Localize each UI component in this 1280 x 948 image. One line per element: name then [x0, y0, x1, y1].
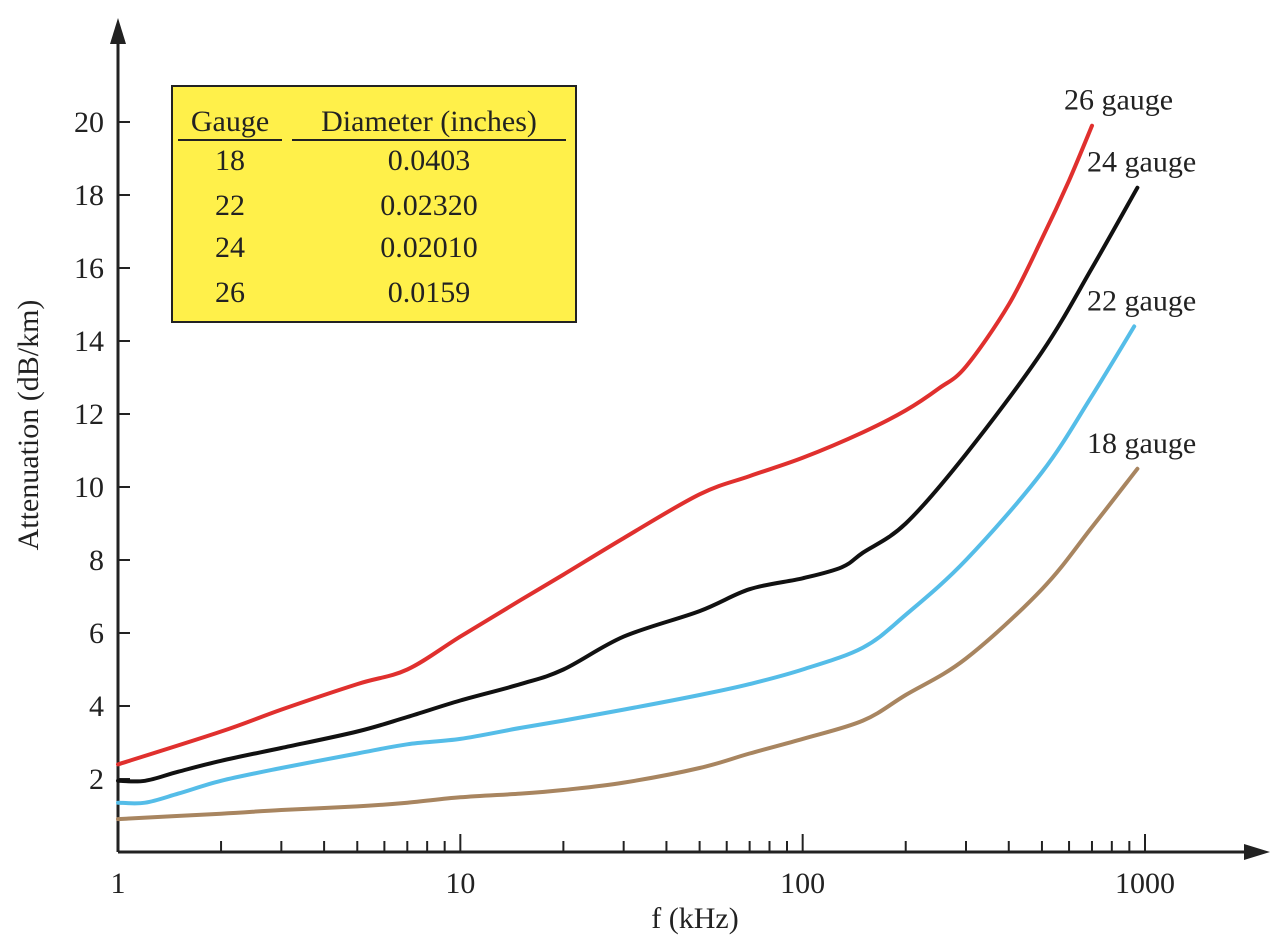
y-axis-arrowhead: [110, 18, 126, 44]
y-tick-label: 8: [89, 544, 104, 577]
x-axis-arrowhead: [1244, 844, 1270, 860]
curve-label-24-gauge: 24 gauge: [1087, 146, 1196, 179]
curve-18-gauge: [116, 466, 1140, 822]
table-cell-gauge-26: 26: [215, 276, 245, 309]
axes: [110, 18, 1270, 860]
y-tick-label: 20: [74, 106, 104, 139]
curve-24-gauge: [116, 185, 1140, 784]
x-ticks: 1 10 100 1000: [111, 834, 1175, 900]
table-header-gauge: Gauge: [191, 105, 269, 138]
curve-label-18-gauge: 18 gauge: [1087, 427, 1196, 460]
y-tick-label: 10: [74, 471, 104, 504]
table-header-diameter: Diameter (inches): [321, 105, 537, 138]
table-background: [171, 85, 577, 323]
curve-labels: 26 gauge 24 gauge 22 gauge 18 gauge: [1064, 84, 1196, 460]
gauge-diameter-table: Gauge Diameter (inches) 18 0.0403 22 0.0…: [171, 85, 577, 323]
table-cell-gauge-22: 22: [215, 189, 245, 222]
y-tick-label: 18: [74, 179, 104, 212]
y-tick-label: 12: [74, 398, 104, 431]
table-cell-diameter-24: 0.02010: [380, 231, 478, 264]
curve-label-22-gauge: 22 gauge: [1087, 284, 1196, 317]
y-tick-label: 16: [74, 252, 104, 285]
x-axis-title: f (kHz): [651, 902, 738, 935]
x-tick-label: 100: [780, 867, 825, 900]
table-cell-diameter-26: 0.0159: [388, 276, 471, 309]
x-tick-label: 1: [111, 867, 126, 900]
x-tick-label: 10: [445, 867, 475, 900]
curve-22-gauge: [116, 324, 1137, 806]
y-tick-label: 2: [89, 763, 104, 796]
y-tick-label: 4: [89, 690, 104, 723]
x-tick-label: 1000: [1115, 867, 1175, 900]
table-cell-gauge-18: 18: [215, 144, 245, 177]
table-cell-gauge-24: 24: [215, 231, 245, 264]
table-cell-diameter-18: 0.0403: [388, 144, 471, 177]
y-ticks: 2 4 6 8 10 12 14 16 18 20: [74, 106, 130, 796]
curve-26-gauge: [116, 123, 1094, 767]
y-tick-label: 14: [74, 325, 104, 358]
curve-label-26-gauge: 26 gauge: [1064, 84, 1173, 117]
curves: [116, 123, 1140, 822]
table-cell-diameter-22: 0.02320: [380, 189, 478, 222]
y-tick-label: 6: [89, 617, 104, 650]
y-axis-title: Attenuation (dB/km): [12, 300, 45, 551]
